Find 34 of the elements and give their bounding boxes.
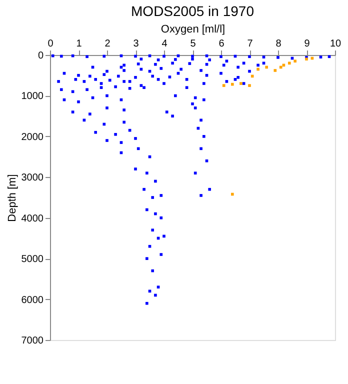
point [294, 60, 297, 63]
y-tick-label: 2000 [21, 132, 44, 143]
x-tick-label: 0 [48, 38, 54, 50]
point [250, 74, 254, 78]
point [288, 62, 291, 65]
point [230, 192, 234, 196]
x-tick-label: 6 [218, 38, 225, 50]
x-tick-label: 1 [76, 38, 82, 50]
point [248, 84, 251, 87]
y-tick-label: 4000 [21, 213, 44, 224]
point [265, 66, 268, 69]
point [256, 68, 260, 71]
point [240, 82, 242, 85]
point [230, 82, 234, 86]
point [274, 69, 277, 72]
point [222, 84, 226, 87]
y-tick-label: 0 [38, 50, 44, 62]
x-tick-label: 4 [162, 38, 168, 50]
chart-title: MODS2005 in 1970 [131, 3, 254, 19]
y-tick-label: 5000 [21, 254, 44, 266]
y-tick-label: 3000 [21, 172, 44, 184]
x-tick-label: 2 [104, 38, 111, 50]
x-tick-label: 8 [276, 38, 282, 50]
point [279, 66, 282, 69]
x-tick-label: 7 [247, 38, 254, 50]
x-tick-label: 5 [190, 38, 196, 50]
x-tick-label: 3 [133, 38, 140, 50]
x-tick-label: 9 [304, 38, 310, 50]
y-tick-label: 1000 [21, 91, 44, 102]
x-tick-label: 10 [330, 38, 342, 50]
x-axis-title: Oxygen [ml/l] [160, 24, 226, 36]
y-tick-label: 6000 [21, 294, 44, 306]
y-tick-label: 7000 [21, 336, 44, 346]
y-axis-title: Depth [m] [6, 174, 18, 222]
